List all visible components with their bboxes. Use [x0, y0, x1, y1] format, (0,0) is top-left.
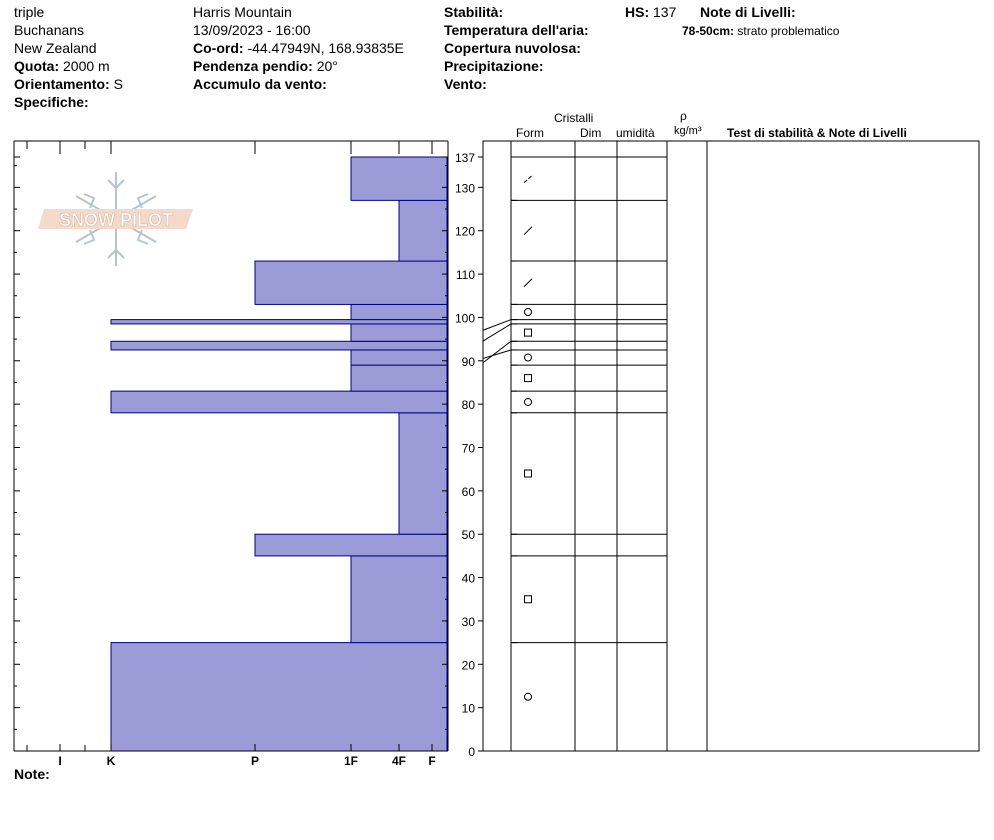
stability-label: Stabilità:	[444, 4, 504, 20]
grain-faceted-symbol	[524, 374, 532, 383]
coordinates: Co-ord: -44.47949N, 168.93835E	[193, 40, 404, 56]
logo-text: SNOW PILOT	[59, 210, 173, 230]
hardness-bar-8	[350, 323, 448, 342]
y-tick-label: 60	[462, 485, 476, 499]
snow-height: HS: 137	[625, 4, 676, 20]
hardness-bar-11	[254, 260, 448, 305]
y-tick-label: 40	[462, 572, 476, 586]
hardness-bar-3	[398, 412, 448, 535]
grain-faceted-symbol	[524, 469, 532, 478]
grain-faceted-symbol	[524, 328, 532, 337]
tests-header: Test di stabilità & Note di Livelli	[727, 126, 907, 140]
layer-connector	[482, 319, 512, 331]
y-tick-label: 137	[455, 151, 475, 165]
aspect-value: S	[113, 76, 123, 92]
y-tick-label: 110	[456, 268, 475, 282]
hardness-bar-6	[350, 349, 448, 366]
y-tick-label: 50	[462, 528, 476, 542]
moisture-header: umidità	[616, 126, 655, 140]
x-tick-label: 1F	[344, 754, 358, 768]
density-unit-header: kg/m³	[674, 125, 702, 137]
range-name: Buchanans	[14, 22, 85, 38]
hardness-bar-7	[110, 340, 448, 351]
y-tick-label: 80	[462, 398, 476, 412]
grain-round-symbol	[524, 692, 532, 701]
rho-header: ρ	[680, 109, 687, 123]
grain-round-symbol	[524, 353, 532, 362]
elevation: Quota: 2000 m	[14, 58, 110, 74]
y-tick-label: 120	[455, 225, 475, 239]
y-tick-label: 10	[462, 702, 476, 716]
hardness-bar-5	[350, 364, 448, 392]
y-tick-label: 100	[455, 311, 475, 325]
grain-decomposed-symbol	[523, 174, 534, 184]
wind-label: Vento:	[444, 76, 487, 92]
y-tick-label: 70	[462, 441, 476, 455]
x-tick-label: 4F	[392, 754, 406, 768]
wind-loading-label: Accumulo da vento:	[193, 76, 327, 92]
slope-label: Pendenza pendio:	[193, 58, 313, 74]
logo-banner	[38, 209, 193, 229]
x-tick-label: F	[428, 754, 435, 768]
layer-notes-label: Note di Livelli:	[700, 4, 796, 20]
hardness-bar-2	[254, 533, 448, 557]
layer-connector	[482, 340, 512, 364]
hardness-bar-0	[110, 642, 448, 752]
slope-angle: Pendenza pendio: 20°	[193, 58, 338, 74]
hardness-bar-12	[398, 199, 448, 262]
cloud-cover-label: Copertura nuvolosa:	[444, 40, 581, 56]
y-tick-label: 130	[455, 181, 475, 195]
aspect: Orientamento: S	[14, 76, 123, 92]
snow-height-label: HS:	[625, 4, 650, 20]
location-name: Harris Mountain	[193, 4, 292, 20]
hardness-bar-1	[350, 555, 448, 644]
specifics-label: Specifiche:	[14, 94, 89, 110]
air-temp-label: Temperatura dell'aria:	[444, 22, 589, 38]
hardness-bar-9	[110, 319, 448, 325]
snow-height-value: 137	[653, 4, 677, 20]
y-tick-label: 30	[462, 615, 476, 629]
coordinates-label: Co-ord:	[193, 40, 244, 56]
slope-value: 20°	[316, 58, 338, 74]
crystals-header: Cristalli	[554, 111, 594, 125]
layer-connector	[482, 323, 512, 342]
precipitation-label: Precipitazione:	[444, 58, 544, 74]
x-tick-label: K	[107, 754, 116, 768]
aspect-label: Orientamento:	[14, 76, 110, 92]
hardness-bar-13	[350, 156, 448, 201]
country: New Zealand	[14, 40, 97, 56]
hardness-bar-10	[350, 303, 448, 321]
x-tick-label: P	[251, 754, 259, 768]
grain-precip-symbol	[523, 278, 533, 288]
snowpilot-logo: SNOW PILOT	[38, 172, 193, 266]
coordinates-value: -44.47949N, 168.93835E	[247, 40, 404, 56]
layer-connector	[482, 349, 512, 359]
form-header: Form	[516, 126, 544, 140]
grain-precip-symbol	[523, 226, 533, 236]
grain-round-symbol	[524, 308, 532, 317]
y-tick-label: 0	[468, 745, 475, 759]
elevation-value: 2000 m	[63, 58, 110, 74]
notes-label: Note:	[14, 766, 50, 782]
elevation-label: Quota:	[14, 58, 60, 74]
layer-note-depth: 78-50cm:	[682, 24, 735, 38]
observation-datetime: 13/09/2023 - 16:00	[193, 22, 311, 38]
layer-note-text: strato problematico	[737, 24, 840, 38]
x-tick-label: I	[58, 754, 61, 768]
table-frame	[482, 140, 980, 752]
grain-round-symbol	[524, 397, 532, 406]
site-name: triple	[14, 4, 45, 20]
y-tick-label: 20	[462, 658, 476, 672]
hardness-bar-4	[110, 390, 448, 414]
grain-faceted-symbol	[524, 595, 532, 604]
layer-note: 78-50cm: strato problematico	[682, 23, 839, 39]
dim-header: Dim	[580, 126, 602, 140]
y-tick-label: 90	[462, 355, 476, 369]
